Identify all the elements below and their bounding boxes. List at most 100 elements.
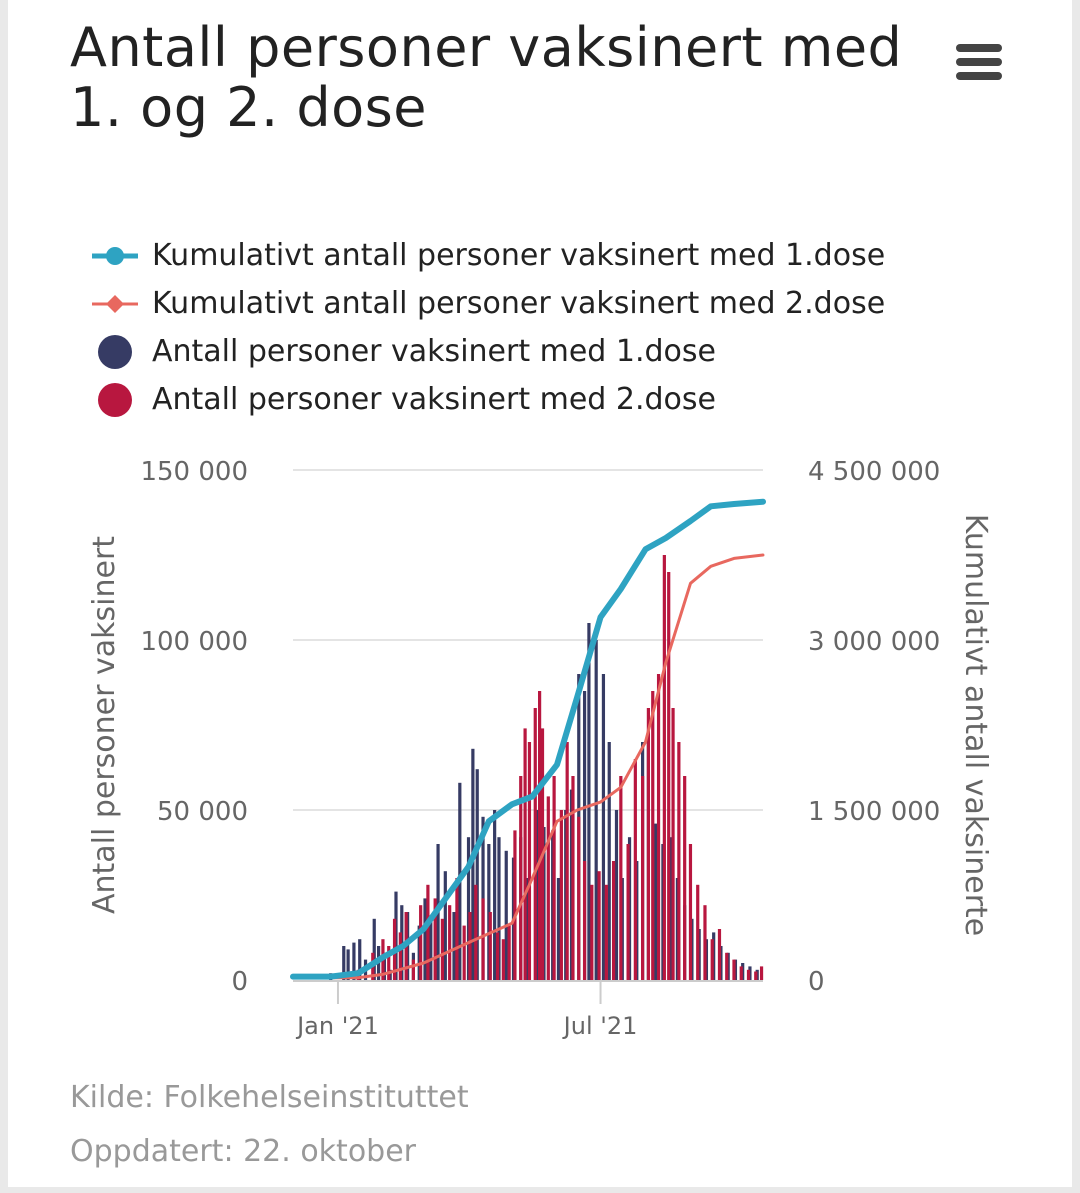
circle-icon bbox=[98, 383, 132, 417]
bar bbox=[717, 929, 722, 980]
source-note: Kilde: Folkehelseinstituttet bbox=[70, 1080, 469, 1115]
left-tick-label: 100 000 bbox=[140, 627, 248, 657]
bar bbox=[651, 691, 655, 980]
bar bbox=[519, 776, 523, 980]
legend-item-cumulative-dose2[interactable]: Kumulativt antall personer vaksinert med… bbox=[92, 280, 892, 328]
bar bbox=[342, 946, 346, 980]
line-diamond-icon bbox=[92, 295, 138, 313]
bar bbox=[497, 837, 501, 980]
legend-item-cumulative-dose1[interactable]: Kumulativt antall personer vaksinert med… bbox=[92, 232, 892, 280]
left-axis-title: Antall personer vaksinert bbox=[87, 536, 122, 914]
bar bbox=[546, 796, 550, 980]
bar bbox=[587, 623, 591, 980]
bar bbox=[601, 674, 606, 980]
bar bbox=[488, 912, 492, 980]
bar bbox=[358, 939, 362, 980]
screen-frame-right bbox=[1072, 0, 1080, 1193]
legend-item-daily-dose1[interactable]: Antall personer vaksinert med 1.dose bbox=[92, 328, 892, 376]
bar bbox=[493, 810, 497, 980]
hamburger-menu-icon bbox=[956, 44, 1002, 52]
bar bbox=[577, 816, 581, 980]
bar bbox=[495, 932, 500, 980]
bar bbox=[513, 830, 517, 980]
bar bbox=[398, 932, 402, 980]
hamburger-menu-icon-bar bbox=[956, 72, 1002, 80]
axes: 0 50 000 100 000 150 000 0 1 500 000 3 000 000… bbox=[87, 457, 993, 1040]
bar bbox=[538, 691, 542, 980]
bar bbox=[352, 942, 356, 980]
bar bbox=[607, 742, 611, 980]
bar bbox=[594, 640, 598, 980]
bar bbox=[654, 823, 658, 980]
bar bbox=[614, 810, 619, 980]
bar bbox=[481, 898, 485, 980]
bar bbox=[619, 776, 623, 980]
bar bbox=[696, 884, 700, 980]
bar bbox=[433, 898, 437, 980]
left-tick-label: 0 bbox=[231, 967, 248, 997]
bar bbox=[474, 884, 478, 980]
series-daily-dose2 bbox=[356, 555, 764, 980]
bar bbox=[582, 691, 587, 980]
bar bbox=[571, 776, 575, 980]
bar bbox=[725, 952, 729, 980]
series-cumulative-lines bbox=[290, 498, 766, 980]
left-tick-label: 150 000 bbox=[140, 457, 248, 487]
right-tick-label: 3 000 000 bbox=[808, 627, 940, 657]
bar bbox=[419, 905, 423, 980]
right-tick-label: 4 500 000 bbox=[808, 457, 940, 487]
bar bbox=[556, 878, 561, 980]
bar bbox=[640, 776, 645, 980]
bar bbox=[656, 674, 661, 980]
bar bbox=[346, 949, 350, 980]
bar bbox=[677, 742, 681, 980]
bar bbox=[552, 776, 556, 980]
bar bbox=[527, 742, 532, 980]
bar bbox=[504, 850, 508, 980]
bar bbox=[671, 708, 675, 980]
screen-frame-bottom bbox=[0, 1187, 1080, 1193]
bar bbox=[440, 918, 445, 980]
bar bbox=[739, 966, 743, 980]
bar bbox=[533, 708, 537, 980]
updated-note: Oppdatert: 22. oktober bbox=[70, 1134, 417, 1169]
bar bbox=[501, 939, 505, 980]
bar bbox=[559, 810, 563, 980]
legend-label: Antall personer vaksinert med 1.dose bbox=[152, 334, 716, 369]
bar bbox=[662, 555, 666, 980]
bar bbox=[759, 966, 764, 980]
chart-legend: Kumulativt antall personer vaksinert med… bbox=[92, 232, 892, 424]
bar bbox=[372, 918, 376, 980]
bar bbox=[754, 971, 758, 980]
legend-label: Kumulativt antall personer vaksinert med… bbox=[152, 286, 886, 321]
bar bbox=[429, 918, 433, 980]
bar bbox=[597, 871, 601, 980]
bar bbox=[611, 861, 616, 980]
legend-label: Kumulativt antall personer vaksinert med… bbox=[152, 238, 886, 273]
bar bbox=[475, 769, 479, 980]
bar bbox=[411, 959, 416, 980]
bar bbox=[582, 861, 587, 980]
left-tick-label: 50 000 bbox=[157, 797, 248, 827]
bar bbox=[462, 925, 466, 980]
bar bbox=[565, 742, 569, 980]
bar bbox=[443, 871, 447, 980]
bar bbox=[426, 884, 430, 980]
bar bbox=[746, 969, 751, 980]
chart-title: Antall personer vaksinert med 1. og 2. d… bbox=[70, 16, 903, 139]
chart-plot-area: 0 50 000 100 000 150 000 0 1 500 000 3 000 000… bbox=[87, 457, 993, 1040]
legend-item-daily-dose2[interactable]: Antall personer vaksinert med 2.dose bbox=[92, 376, 892, 424]
chart-menu-button[interactable] bbox=[950, 40, 1008, 84]
bar bbox=[448, 905, 452, 980]
bar bbox=[633, 759, 637, 980]
bar bbox=[523, 728, 527, 980]
circle-icon bbox=[98, 335, 132, 369]
cumulative-line bbox=[291, 553, 765, 980]
bar bbox=[710, 939, 714, 980]
bar bbox=[468, 912, 472, 980]
line-circle-icon bbox=[92, 247, 138, 265]
legend-label: Antall personer vaksinert med 2.dose bbox=[152, 382, 716, 417]
bar bbox=[667, 572, 671, 980]
bar bbox=[683, 776, 687, 980]
x-tick-label: Jul '21 bbox=[562, 1012, 638, 1040]
